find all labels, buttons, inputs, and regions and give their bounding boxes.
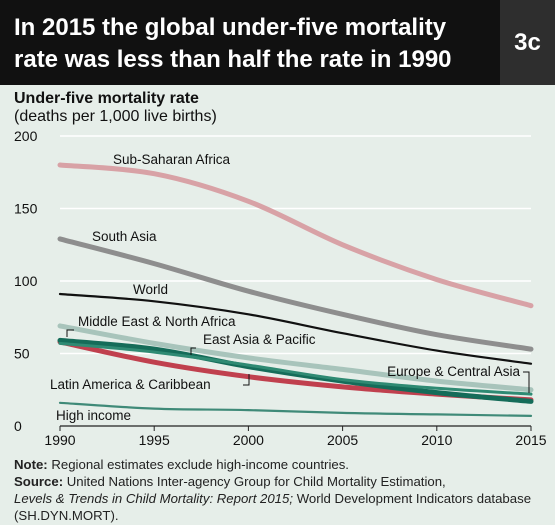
y-tick-label: 50 [14,346,30,362]
figure-badge: 3c [500,0,555,85]
label-leader-line [243,374,250,386]
label-leader-line [66,329,74,337]
series-label: Europe & Central Asia [387,364,520,379]
series-label: High income [56,408,131,423]
note-label: Note: [14,457,48,472]
notes-block: Note: Regional estimates exclude high-in… [14,456,554,524]
note-line: Note: Regional estimates exclude high-in… [14,456,554,473]
series-label: South Asia [92,229,157,244]
series-line-high-income [58,401,533,417]
x-tick-label: 2005 [327,432,358,448]
label-leader-line [523,371,530,393]
source-text-2: World Development Indicators database (S… [14,491,532,523]
series-label: Sub-Saharan Africa [113,152,231,167]
source-report-title: Levels & Trends in Child Mortality: Repo… [14,491,294,506]
series-line-south-asia [57,236,534,352]
label-leader-line [190,347,196,355]
series-label: World [133,282,168,297]
series-line-world [58,292,533,365]
header-bar: In 2015 the global under-five mortality … [0,0,555,85]
series-line-middle-east-north-africa [57,323,534,393]
x-tick-label: 2000 [233,432,264,448]
series-label: Latin America & Caribbean [50,377,211,392]
source-text: United Nations Inter-agency Group for Ch… [63,474,446,489]
x-tick-label: 2010 [421,432,452,448]
source-label: Source: [14,474,64,489]
series-label: East Asia & Pacific [203,332,316,347]
note-text: Regional estimates exclude high-income c… [47,457,349,472]
y-tick-label: 200 [14,128,38,144]
source-line: Source: United Nations Inter-agency Grou… [14,473,554,524]
x-tick-label: 1990 [44,432,75,448]
series-label: Middle East & North Africa [78,314,236,329]
y-tick-label: 150 [14,201,38,217]
series-line-sub-saharan-africa [57,162,534,309]
y-axis-title: Under-five mortality rate [14,90,199,107]
x-tick-label: 2015 [515,432,546,448]
line-chart: 0 50 100 150 200 1990 1995 2000 2005 2010 2015 Sub-… [14,128,547,448]
chart-title: In 2015 the global under-five mortality … [14,14,452,73]
series-line-europe-central-asia [58,341,533,396]
series-line-east-asia-pacific [57,337,534,404]
y-axis-subtitle: (deaths per 1,000 live births) [14,108,217,125]
y-tick-label: 0 [14,418,22,434]
x-tick-label: 1995 [139,432,170,448]
y-tick-label: 100 [14,273,38,289]
